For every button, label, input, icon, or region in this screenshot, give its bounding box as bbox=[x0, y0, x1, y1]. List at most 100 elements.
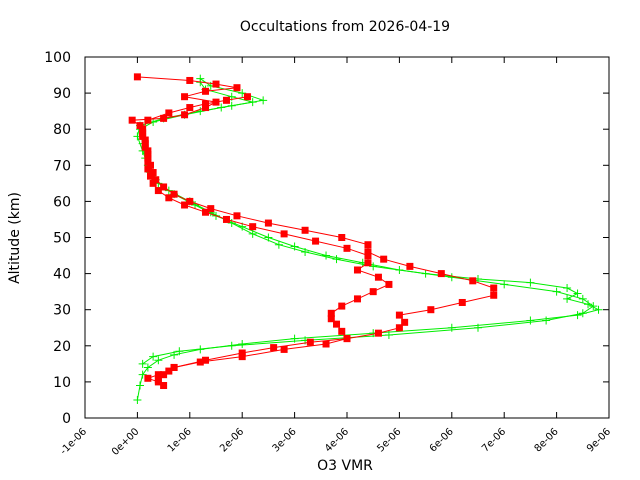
data-point bbox=[160, 382, 168, 390]
data-series bbox=[133, 74, 603, 404]
series-layer bbox=[128, 73, 603, 404]
data-point bbox=[136, 381, 145, 390]
data-point bbox=[395, 311, 403, 319]
data-point bbox=[154, 376, 162, 384]
x-tick-label: 9e-06 bbox=[585, 426, 613, 454]
data-point bbox=[175, 347, 184, 356]
data-point bbox=[427, 306, 435, 314]
data-point bbox=[259, 96, 268, 105]
y-tick-label: 20 bbox=[53, 339, 71, 355]
data-point bbox=[395, 265, 404, 274]
data-point bbox=[343, 244, 351, 252]
data-point bbox=[563, 284, 572, 293]
data-point bbox=[290, 242, 299, 251]
data-point bbox=[573, 289, 582, 298]
y-tick-label: 80 bbox=[53, 122, 71, 138]
data-point bbox=[327, 315, 335, 323]
x-tick-label: -1e-06 bbox=[58, 426, 89, 457]
data-point bbox=[144, 154, 152, 162]
data-point bbox=[141, 143, 149, 151]
x-tick-label: 0e+00 bbox=[110, 426, 142, 458]
data-point bbox=[589, 302, 598, 311]
chart-title: Occultations from 2026-04-19 bbox=[240, 19, 450, 35]
data-point bbox=[469, 277, 477, 285]
data-point bbox=[552, 287, 561, 296]
data-point bbox=[406, 262, 414, 270]
data-point bbox=[243, 93, 251, 101]
data-point bbox=[385, 280, 393, 288]
data-point bbox=[274, 240, 283, 249]
data-point bbox=[149, 169, 157, 177]
data-point bbox=[154, 356, 163, 365]
data-point bbox=[338, 234, 346, 241]
x-tick-label: 3e-06 bbox=[271, 426, 299, 454]
data-point bbox=[144, 147, 152, 155]
data-point bbox=[238, 349, 246, 357]
data-point bbox=[170, 190, 178, 198]
data-point bbox=[165, 194, 173, 202]
data-point bbox=[264, 219, 272, 227]
data-point bbox=[147, 172, 154, 180]
data-point bbox=[202, 100, 210, 108]
data-point bbox=[233, 84, 241, 92]
data-point bbox=[138, 370, 147, 379]
data-point bbox=[332, 255, 341, 264]
x-tick-label: 7e-06 bbox=[480, 426, 508, 454]
data-point bbox=[384, 330, 393, 339]
data-point bbox=[364, 248, 372, 256]
data-point bbox=[136, 122, 144, 130]
data-point bbox=[301, 226, 309, 234]
data-point bbox=[212, 80, 220, 88]
data-point bbox=[128, 116, 136, 124]
data-point bbox=[270, 344, 278, 352]
x-tick-label: 4e-06 bbox=[323, 426, 351, 454]
data-point bbox=[542, 316, 551, 325]
data-point bbox=[233, 212, 241, 220]
data-point bbox=[139, 132, 147, 140]
y-axis-label: Altitude (km) bbox=[7, 192, 23, 284]
data-point bbox=[364, 252, 372, 260]
data-point bbox=[526, 278, 535, 287]
data-point bbox=[222, 215, 230, 223]
data-point bbox=[249, 223, 257, 231]
y-tick-label: 60 bbox=[53, 194, 71, 210]
y-tick-label: 40 bbox=[53, 267, 71, 283]
data-point bbox=[338, 302, 346, 310]
data-point bbox=[160, 371, 168, 379]
data-point bbox=[238, 339, 247, 348]
data-point bbox=[154, 371, 162, 379]
data-point bbox=[144, 116, 152, 124]
data-point bbox=[238, 353, 246, 361]
data-point bbox=[374, 329, 382, 337]
y-tick-label: 90 bbox=[53, 86, 71, 102]
data-point bbox=[280, 230, 288, 238]
data-point bbox=[144, 158, 152, 166]
data-point bbox=[181, 93, 189, 101]
data-point bbox=[143, 363, 152, 372]
data-point bbox=[500, 280, 509, 289]
x-tick-label: 1e-06 bbox=[166, 426, 194, 454]
data-point bbox=[133, 395, 142, 404]
data-point bbox=[149, 352, 158, 361]
data-point bbox=[578, 294, 587, 303]
data-point bbox=[369, 262, 378, 271]
data-point bbox=[149, 179, 157, 187]
data-point bbox=[458, 298, 466, 306]
y-tick-label: 0 bbox=[62, 411, 71, 427]
y-axis: 0 10 20 30 40 50 60 70 80 90 100 bbox=[44, 50, 609, 427]
data-point bbox=[322, 340, 330, 348]
series-line bbox=[139, 82, 595, 365]
data-series bbox=[139, 93, 498, 384]
data-point bbox=[364, 241, 372, 249]
data-point bbox=[563, 294, 572, 303]
data-point bbox=[170, 363, 178, 371]
data-point bbox=[437, 270, 445, 278]
data-point bbox=[154, 187, 162, 195]
data-point bbox=[222, 96, 230, 104]
data-point bbox=[133, 73, 141, 81]
series-line bbox=[130, 76, 390, 386]
data-point bbox=[191, 201, 200, 210]
y-tick-label: 100 bbox=[44, 50, 71, 66]
y-tick-label: 70 bbox=[53, 158, 71, 174]
